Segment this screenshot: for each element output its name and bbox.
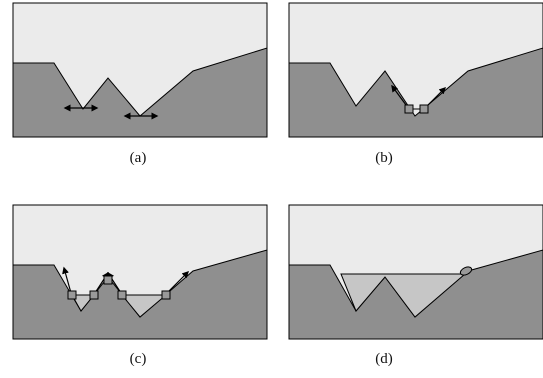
caption-c: (c)	[108, 350, 168, 368]
panel-a	[13, 3, 267, 137]
marker-c5	[162, 291, 170, 299]
caption-b: (b)	[354, 149, 414, 167]
caption-d: (d)	[354, 350, 414, 368]
marker-c2	[90, 291, 98, 299]
caption-a: (a)	[108, 149, 168, 167]
marker-c4	[118, 291, 126, 299]
marker-c1	[68, 291, 76, 299]
wavefront-marker-right	[420, 105, 428, 113]
wavefront-marker-left	[405, 105, 413, 113]
panel-c	[13, 205, 267, 339]
panel-b	[289, 3, 543, 137]
panel-d	[289, 205, 543, 339]
marker-c3	[104, 276, 112, 284]
